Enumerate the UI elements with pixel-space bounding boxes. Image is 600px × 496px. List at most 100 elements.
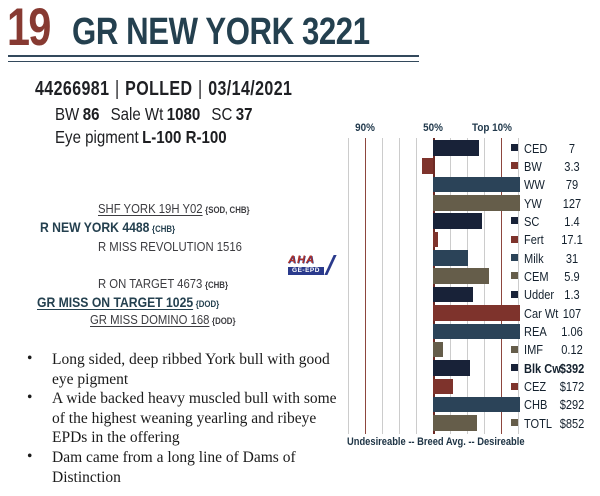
epd-bar-ced bbox=[433, 140, 479, 156]
epd-trait-label: REA bbox=[524, 324, 547, 339]
epd-bar-chb bbox=[433, 396, 521, 413]
note-text: Long sided, deep ribbed York bull with g… bbox=[52, 351, 330, 388]
note-text: A wide backed heavy muscled bull with so… bbox=[52, 390, 337, 447]
epd-trait-label: IMF bbox=[524, 342, 544, 358]
gridline bbox=[518, 138, 519, 434]
ancestor-tags: {CHB} bbox=[204, 280, 229, 290]
epd-trait-value: 1.3 bbox=[564, 287, 580, 303]
ancestor-tags: {SOD, CHB} bbox=[205, 205, 250, 215]
legend-square-icon bbox=[511, 162, 518, 170]
legend-square-icon bbox=[511, 382, 518, 390]
note-item: • Long sided, deep ribbed York bull with … bbox=[20, 350, 338, 389]
ancestor-name: GR MISS DOMINO 168 bbox=[90, 312, 210, 327]
registration-line: 44266981 | POLLED | 03/14/2021 bbox=[35, 78, 292, 101]
epd-trait-value: $172 bbox=[559, 379, 585, 395]
pedigree-line: R ON TARGET 4673 {CHB} bbox=[98, 276, 228, 293]
stat-value: 1080 bbox=[166, 104, 201, 124]
gridline bbox=[416, 138, 417, 434]
aha-ge-epd-logo-icon: AHA GE-EPD bbox=[288, 254, 337, 276]
logo-text-ge-epd: GE-EPD bbox=[288, 267, 324, 275]
ancestor-tags: {CHB} bbox=[152, 224, 176, 234]
gridline bbox=[382, 138, 383, 434]
percentile-tick-label: Top 10% bbox=[472, 122, 512, 134]
epd-chart: 90% 50% Top 10% CED 7 BW 3.3 WW 79 YW 127 SC 1.4 Fer… bbox=[345, 118, 600, 464]
epd-trait-value: $292 bbox=[559, 397, 585, 413]
stat-label: SC bbox=[211, 104, 233, 124]
epd-bar-imf bbox=[433, 341, 444, 358]
gridline bbox=[348, 138, 349, 434]
epd-trait-label: CHB bbox=[524, 397, 548, 413]
epd-trait-label: BW bbox=[524, 158, 542, 174]
ancestor-name: R NEW YORK 4488 bbox=[40, 219, 150, 235]
ancestor-tags: {DOD} bbox=[212, 316, 236, 326]
ancestor-name: SHF YORK 19H Y02 bbox=[98, 201, 203, 216]
legend-square-icon bbox=[511, 254, 518, 262]
page-title: GR NEW YORK 3221 bbox=[72, 11, 370, 53]
percentile-tick-label: 50% bbox=[423, 122, 443, 134]
gridline bbox=[501, 138, 502, 434]
ancestor-name: R MISS REVOLUTION 1516 bbox=[98, 239, 242, 254]
epd-trait-value: 1.4 bbox=[564, 213, 580, 229]
epd-trait-value: $852 bbox=[559, 415, 585, 431]
epd-trait-value: 0.12 bbox=[561, 342, 583, 358]
stat-label: Sale Wt bbox=[110, 104, 164, 124]
epd-bar-milk bbox=[433, 250, 468, 266]
stat-value: L-100 R-100 bbox=[142, 127, 227, 147]
note-item: • Dam came from a long line of Dams of Di… bbox=[20, 448, 338, 487]
stat-label: BW bbox=[55, 104, 80, 124]
breed-avg-gridline bbox=[433, 138, 435, 434]
ancestor-name: R ON TARGET 4673 bbox=[98, 276, 203, 291]
stats-line-weights: BW 86 Sale Wt 1080 SC 37 bbox=[55, 103, 264, 126]
epd-bar-cez bbox=[433, 378, 454, 395]
epd-trait-value: 31 bbox=[565, 250, 579, 266]
lot-number: 19 bbox=[7, 0, 51, 57]
epd-trait-label: CEM bbox=[524, 268, 549, 284]
epd-bar-totl bbox=[433, 415, 478, 431]
legend-square-icon bbox=[511, 272, 518, 280]
epd-trait-label: SC bbox=[524, 213, 540, 229]
gridline bbox=[365, 138, 366, 434]
legend-square-icon bbox=[511, 364, 518, 372]
chart-axis-caption: Undesireable -- Breed Avg. -- Desireable bbox=[347, 436, 525, 448]
legend-square-icon bbox=[511, 144, 518, 151]
gridline bbox=[484, 138, 485, 434]
pedigree-line: SHF YORK 19H Y02 {SOD, CHB} bbox=[98, 201, 250, 218]
legend-square-icon bbox=[511, 235, 518, 243]
epd-trait-value: 107 bbox=[562, 305, 582, 321]
epd-bar-fert bbox=[433, 231, 438, 248]
epd-bar-blk-cw bbox=[433, 360, 470, 376]
epd-bar-rea bbox=[433, 323, 521, 339]
bullet-icon: • bbox=[27, 447, 33, 465]
pedigree-line: GR MISS DOMINO 168 {DOD} bbox=[90, 312, 236, 329]
epd-bar-bw bbox=[421, 158, 433, 174]
legend-square-icon bbox=[511, 290, 518, 298]
divider: | bbox=[198, 78, 203, 100]
epd-trait-label: Blk Cw bbox=[524, 360, 561, 376]
legend-square-icon bbox=[511, 217, 518, 225]
epd-bar-yw bbox=[433, 195, 521, 211]
birth-date: 03/14/2021 bbox=[208, 78, 293, 100]
epd-trait-value: $392 bbox=[559, 360, 585, 376]
legend-square-icon bbox=[511, 419, 518, 427]
bullet-icon: • bbox=[27, 389, 33, 407]
gridline bbox=[467, 138, 468, 434]
epd-trait-value: 127 bbox=[562, 195, 582, 211]
notes-list: • Long sided, deep ribbed York bull with … bbox=[20, 350, 338, 487]
registration-number: 44266981 bbox=[35, 78, 110, 100]
epd-trait-value: 3.3 bbox=[564, 158, 580, 174]
pedigree-line: R NEW YORK 4488 {CHB} bbox=[40, 220, 175, 237]
logo-text-aha: AHA bbox=[288, 254, 315, 266]
epd-trait-label: Udder bbox=[524, 287, 555, 303]
epd-trait-label: Car Wt bbox=[524, 305, 559, 321]
epd-trait-label: TOTL bbox=[524, 415, 553, 431]
bullet-icon: • bbox=[27, 350, 33, 367]
divider: | bbox=[114, 78, 120, 100]
note-text: Dam came from a long line of Dams of Dis… bbox=[52, 448, 296, 486]
note-item: • A wide backed heavy muscled bull with s… bbox=[20, 389, 338, 448]
horn-status: POLLED bbox=[125, 78, 193, 100]
epd-trait-value: 7 bbox=[568, 140, 576, 156]
epd-bar-cem bbox=[433, 268, 490, 284]
epd-bar-ww bbox=[433, 176, 521, 193]
stat-label: Eye pigment bbox=[55, 127, 139, 147]
